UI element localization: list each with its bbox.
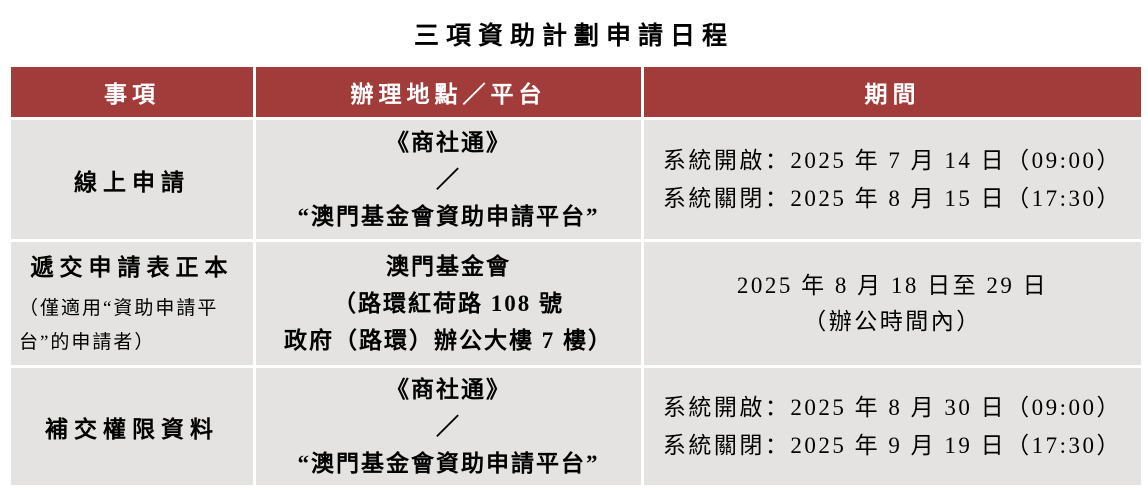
period-cell: 系統開啟：2025 年 8 月 30 日（09:00） 系統關閉：2025 年 … [641,365,1144,488]
item-cell: 線上申請 [8,117,256,242]
period-open-line: 系統開啟：2025 年 8 月 30 日（09:00） [662,394,1123,420]
item-cell: 補交權限資料 [8,365,256,488]
table-row-submit-original-form: 遞交申請表正本 （僅適用“資助申請平台”的申請者） 澳門基金會 （路環紅荷路 1… [8,239,1144,368]
period-close-line: 系統關閉：2025 年 8 月 15 日（17:30） [662,185,1123,211]
period-close-line: 系統關閉：2025 年 9 月 19 日（17:30） [662,432,1123,458]
location-line: “澳門基金會資助申請平台” [297,204,600,229]
location-line: 《商社通》 [386,377,511,402]
location-cell: 澳門基金會 （路環紅荷路 108 號 政府（路環）辦公大樓 7 樓） [253,239,644,368]
item-label: 遞交申請表正本 [30,255,234,281]
period-cell: 系統開啟：2025 年 7 月 14 日（09:00） 系統關閉：2025 年 … [641,117,1144,242]
period-note-line: （辦公時間內） [803,308,982,334]
location-cell: 《商社通》 ／ “澳門基金會資助申請平台” [253,365,644,488]
period-open-line: 系統開啟：2025 年 7 月 14 日（09:00） [662,147,1123,173]
page-title: 三項資助計劃申請日程 [413,23,734,50]
item-label: 補交權限資料 [45,416,219,442]
period-cell: 2025 年 8 月 18 日至 29 日 （辦公時間內） [641,239,1144,368]
location-line: （路環紅荷路 108 號 [333,291,564,316]
col-header-item: 事項 [8,64,256,120]
item-label: 線上申請 [74,169,190,195]
table-header: 事項 辦理地點／平台 期間 [8,64,1144,120]
item-note: （僅適用“資助申請平台”的申請者） [19,298,219,353]
period-block: 系統開啟：2025 年 8 月 30 日（09:00） 系統關閉：2025 年 … [663,389,1122,465]
location-line: 政府（路環）辦公大樓 7 樓） [284,328,613,353]
table-row-supplement-authorization: 補交權限資料 《商社通》 ／ “澳門基金會資助申請平台” 系統開啟：2025 年… [8,365,1144,488]
col-header-location: 辦理地點／平台 [253,64,644,120]
item-cell: 遞交申請表正本 （僅適用“資助申請平台”的申請者） [8,239,256,368]
period-block: 系統開啟：2025 年 7 月 14 日（09:00） 系統關閉：2025 年 … [663,142,1122,218]
location-line: “澳門基金會資助申請平台” [297,451,600,476]
location-line: 《商社通》 [386,130,511,155]
location-separator: ／ [436,414,461,439]
schedule-table: 事項 辦理地點／平台 期間 線上申請 《商社通》 ／ “澳門基金會資助申請平台”… [8,64,1144,488]
table-row-online-application: 線上申請 《商社通》 ／ “澳門基金會資助申請平台” 系統開啟：2025 年 7… [8,117,1144,242]
location-cell: 《商社通》 ／ “澳門基金會資助申請平台” [253,117,644,242]
location-line: 澳門基金會 [386,254,511,279]
header-row: 事項 辦理地點／平台 期間 [8,64,1144,120]
period-range-line: 2025 年 8 月 18 日至 29 日 [736,272,1049,298]
location-separator: ／ [436,167,461,192]
col-header-period: 期間 [641,64,1144,120]
